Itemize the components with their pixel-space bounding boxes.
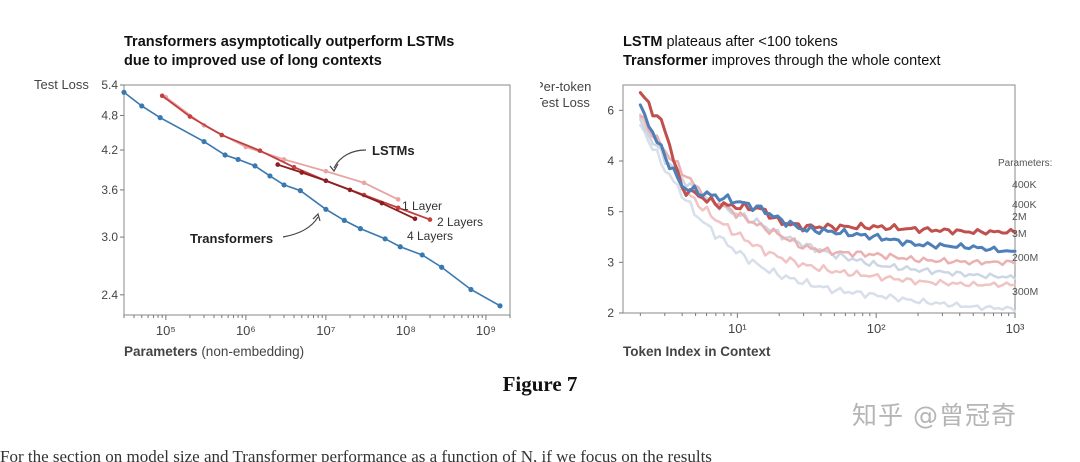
left-data-point xyxy=(187,114,193,119)
left-chart-title: Transformers asymptotically outperform L… xyxy=(124,34,455,69)
left-data-point xyxy=(361,180,367,186)
left-data-point xyxy=(497,303,503,309)
left-data-point xyxy=(257,148,263,153)
left-data-point xyxy=(121,89,127,95)
annotation-transformers-arrowhead xyxy=(312,212,321,222)
right-x-tick-label: 10² xyxy=(867,321,886,336)
left-x-tick-label: 10⁶ xyxy=(236,323,256,338)
left-data-point xyxy=(347,187,353,193)
left-data-point xyxy=(412,216,418,222)
right-series-line-transformer-300m xyxy=(639,123,1017,313)
right-y-axis-label-line2: Test Loss xyxy=(540,95,590,110)
left-data-point xyxy=(323,168,329,174)
left-y-axis-label: Test Loss xyxy=(34,77,89,92)
left-y-tick-label: 4.2 xyxy=(101,143,118,157)
annotation-transformers: Transformers xyxy=(190,231,273,246)
left-chart-panel: Transformers asymptotically outperform L… xyxy=(0,0,540,370)
left-x-tick-label: 10⁹ xyxy=(476,323,496,338)
right-y-tick-label: 6 xyxy=(607,103,614,117)
right-x-tick-label: 10³ xyxy=(1006,321,1025,336)
left-data-point xyxy=(297,188,303,194)
annotation-lstms-arrowhead xyxy=(329,163,339,173)
left-data-point xyxy=(379,200,385,206)
left-data-point xyxy=(281,182,287,188)
right-legend-label: 2M xyxy=(1012,211,1027,223)
left-data-point xyxy=(139,103,145,109)
left-plot-frame xyxy=(123,84,511,316)
right-chart-title: LSTM plateaus after <100 tokens Transfor… xyxy=(623,34,941,69)
left-data-point xyxy=(252,163,258,169)
figure-caption: Figure 7 xyxy=(502,372,578,396)
right-x-axis-label: Token Index in Context xyxy=(623,344,771,359)
left-data-point xyxy=(382,236,388,242)
right-y-tick-label: 3 xyxy=(607,255,614,269)
right-y-tick-label: 2 xyxy=(607,306,614,320)
annotation-lstms-arrow xyxy=(333,149,367,169)
left-data-point xyxy=(397,244,403,250)
label-2-layers: 2 Layers xyxy=(437,215,483,229)
left-data-point xyxy=(267,173,273,179)
left-data-point xyxy=(395,205,401,211)
left-y-tick-label: 5.4 xyxy=(101,78,118,92)
left-y-tick-label: 3.6 xyxy=(101,183,118,197)
left-data-point xyxy=(235,156,241,163)
left-x-axis-label: Parameters (non-embedding) xyxy=(124,344,304,359)
right-series-line-transformer-3m xyxy=(639,117,1017,281)
left-data-point xyxy=(281,157,287,162)
left-data-point xyxy=(222,152,228,158)
right-y-tick-label: 5 xyxy=(607,205,614,219)
left-data-point xyxy=(427,217,433,222)
left-y-tick-label: 3.0 xyxy=(101,230,118,244)
left-x-tick-label: 10⁵ xyxy=(156,323,176,338)
partial-body-text: For the section on model size and Transf… xyxy=(0,448,712,462)
left-chart-svg: 10⁵ 10⁶ 10⁷ 10⁸ 10⁹ 5.4 4.8 4.2 3.6 3.0 2.4 Test Lo… xyxy=(34,77,511,359)
right-legend-label: 400K xyxy=(1012,199,1037,211)
left-y-tick-label: 2.4 xyxy=(101,288,118,302)
right-legend-label: 3M xyxy=(1012,228,1027,240)
right-plot-frame xyxy=(622,84,1016,314)
left-data-point xyxy=(439,264,445,270)
left-data-point xyxy=(201,138,207,145)
left-data-point xyxy=(419,252,425,258)
right-y-tick-label: 4 xyxy=(607,154,614,168)
annotation-transformers-arrow xyxy=(282,216,319,238)
left-x-tick-label: 10⁸ xyxy=(396,323,416,338)
label-1-layer: 1 Layer xyxy=(402,199,442,213)
right-series-line-lstm-200m xyxy=(639,113,1017,288)
right-legend-label: 300M xyxy=(1012,286,1038,298)
right-chart-panel: LSTM plateaus after <100 tokens Transfor… xyxy=(540,0,1080,370)
right-legend-title: Parameters: xyxy=(998,158,1052,169)
left-data-point xyxy=(341,217,347,223)
left-data-point xyxy=(219,132,225,138)
right-x-tick-label: 10¹ xyxy=(728,321,747,336)
left-data-point xyxy=(357,226,363,232)
left-data-point xyxy=(275,162,281,167)
right-legend-label: 400K xyxy=(1012,179,1037,191)
left-data-point xyxy=(395,197,401,202)
left-data-point xyxy=(468,286,474,293)
right-series-line-transformer-400k xyxy=(638,103,1017,254)
right-legend-label: 200M xyxy=(1012,252,1038,264)
right-series-line-lstm-400k xyxy=(638,91,1017,236)
left-x-tick-label: 10⁷ xyxy=(316,323,335,338)
left-y-tick-label: 4.8 xyxy=(101,108,118,122)
left-data-point xyxy=(299,170,305,175)
left-data-point xyxy=(159,93,165,99)
left-data-point xyxy=(323,206,329,212)
left-data-point xyxy=(323,178,329,184)
right-y-axis-label-line1: Per-token xyxy=(540,79,591,94)
annotation-lstms: LSTMs xyxy=(372,143,415,158)
watermark: 知乎 @曾冠奇 xyxy=(852,401,1017,430)
left-series-line-4-layers xyxy=(277,163,416,220)
left-series-line-transformers xyxy=(123,91,501,307)
left-data-point xyxy=(157,115,163,121)
label-4-layers: 4 Layers xyxy=(407,229,453,243)
left-data-point xyxy=(291,164,297,170)
